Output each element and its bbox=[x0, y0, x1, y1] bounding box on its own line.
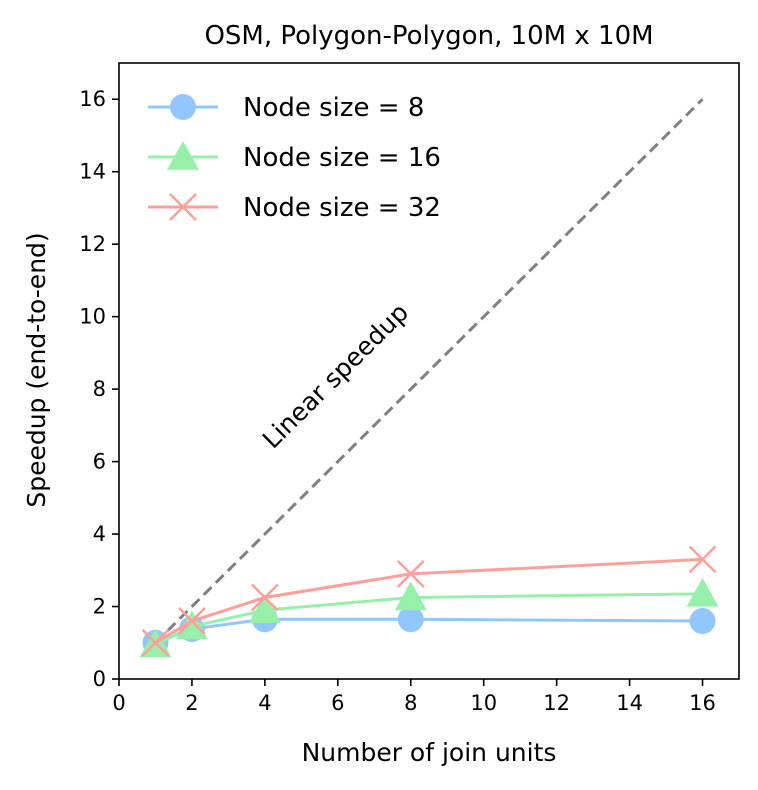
x-tick-label: 10 bbox=[470, 691, 497, 715]
series-3-point bbox=[688, 545, 717, 574]
series-3-point bbox=[141, 628, 170, 657]
legend-marker-1 bbox=[170, 94, 196, 120]
y-axis-label: Speedup (end-to-end) bbox=[22, 232, 51, 507]
x-tick-label: 6 bbox=[331, 691, 344, 715]
series-2-point bbox=[175, 610, 208, 640]
legend: Node size = 8 Node size = 16 Node size = 3… bbox=[148, 93, 441, 223]
y-tick-label: 8 bbox=[93, 377, 106, 401]
x-tick-label: 2 bbox=[185, 691, 198, 715]
series-2-point bbox=[394, 581, 427, 611]
y-tick-label: 10 bbox=[79, 305, 106, 329]
series-2-point bbox=[248, 594, 281, 623]
y-tick-label: 14 bbox=[79, 160, 106, 184]
x-tick-label: 16 bbox=[689, 691, 716, 715]
series-2-point bbox=[686, 577, 719, 607]
series-1-point bbox=[689, 608, 716, 635]
linear-speedup-line bbox=[154, 98, 704, 644]
series-3-point bbox=[250, 583, 279, 612]
x-tick-label: 4 bbox=[258, 691, 271, 715]
series-3-point bbox=[178, 607, 206, 635]
legend-label-2: Node size = 16 bbox=[243, 143, 441, 173]
y-tick-label: 0 bbox=[93, 667, 106, 691]
legend-label-1: Node size = 8 bbox=[243, 93, 424, 123]
y-tick-label: 4 bbox=[93, 522, 106, 546]
axis-ticks: 0 2 4 6 8 10 12 14 16 0 2 4 6 8 10 12 14 16 bbox=[79, 62, 740, 715]
series-3-point bbox=[396, 560, 425, 588]
y-tick-label: 6 bbox=[93, 450, 106, 474]
y-tick-label: 12 bbox=[79, 232, 106, 256]
x-tick-label: 0 bbox=[112, 691, 125, 715]
x-tick-label: 12 bbox=[543, 691, 570, 715]
plot-area bbox=[139, 98, 719, 658]
x-tick-label: 8 bbox=[404, 691, 417, 715]
chart-title: OSM, Polygon-Polygon, 10M x 10M bbox=[204, 21, 653, 51]
x-axis-label: Number of join units bbox=[302, 738, 557, 767]
y-tick-label: 16 bbox=[79, 87, 106, 111]
y-tick-label: 2 bbox=[93, 595, 106, 619]
legend-marker-2 bbox=[167, 141, 199, 170]
x-tick-label: 14 bbox=[616, 691, 643, 715]
legend-label-3: Node size = 32 bbox=[243, 193, 441, 223]
series-1-point bbox=[397, 606, 424, 633]
plot-frame bbox=[118, 62, 740, 680]
legend-marker-3 bbox=[169, 193, 197, 221]
